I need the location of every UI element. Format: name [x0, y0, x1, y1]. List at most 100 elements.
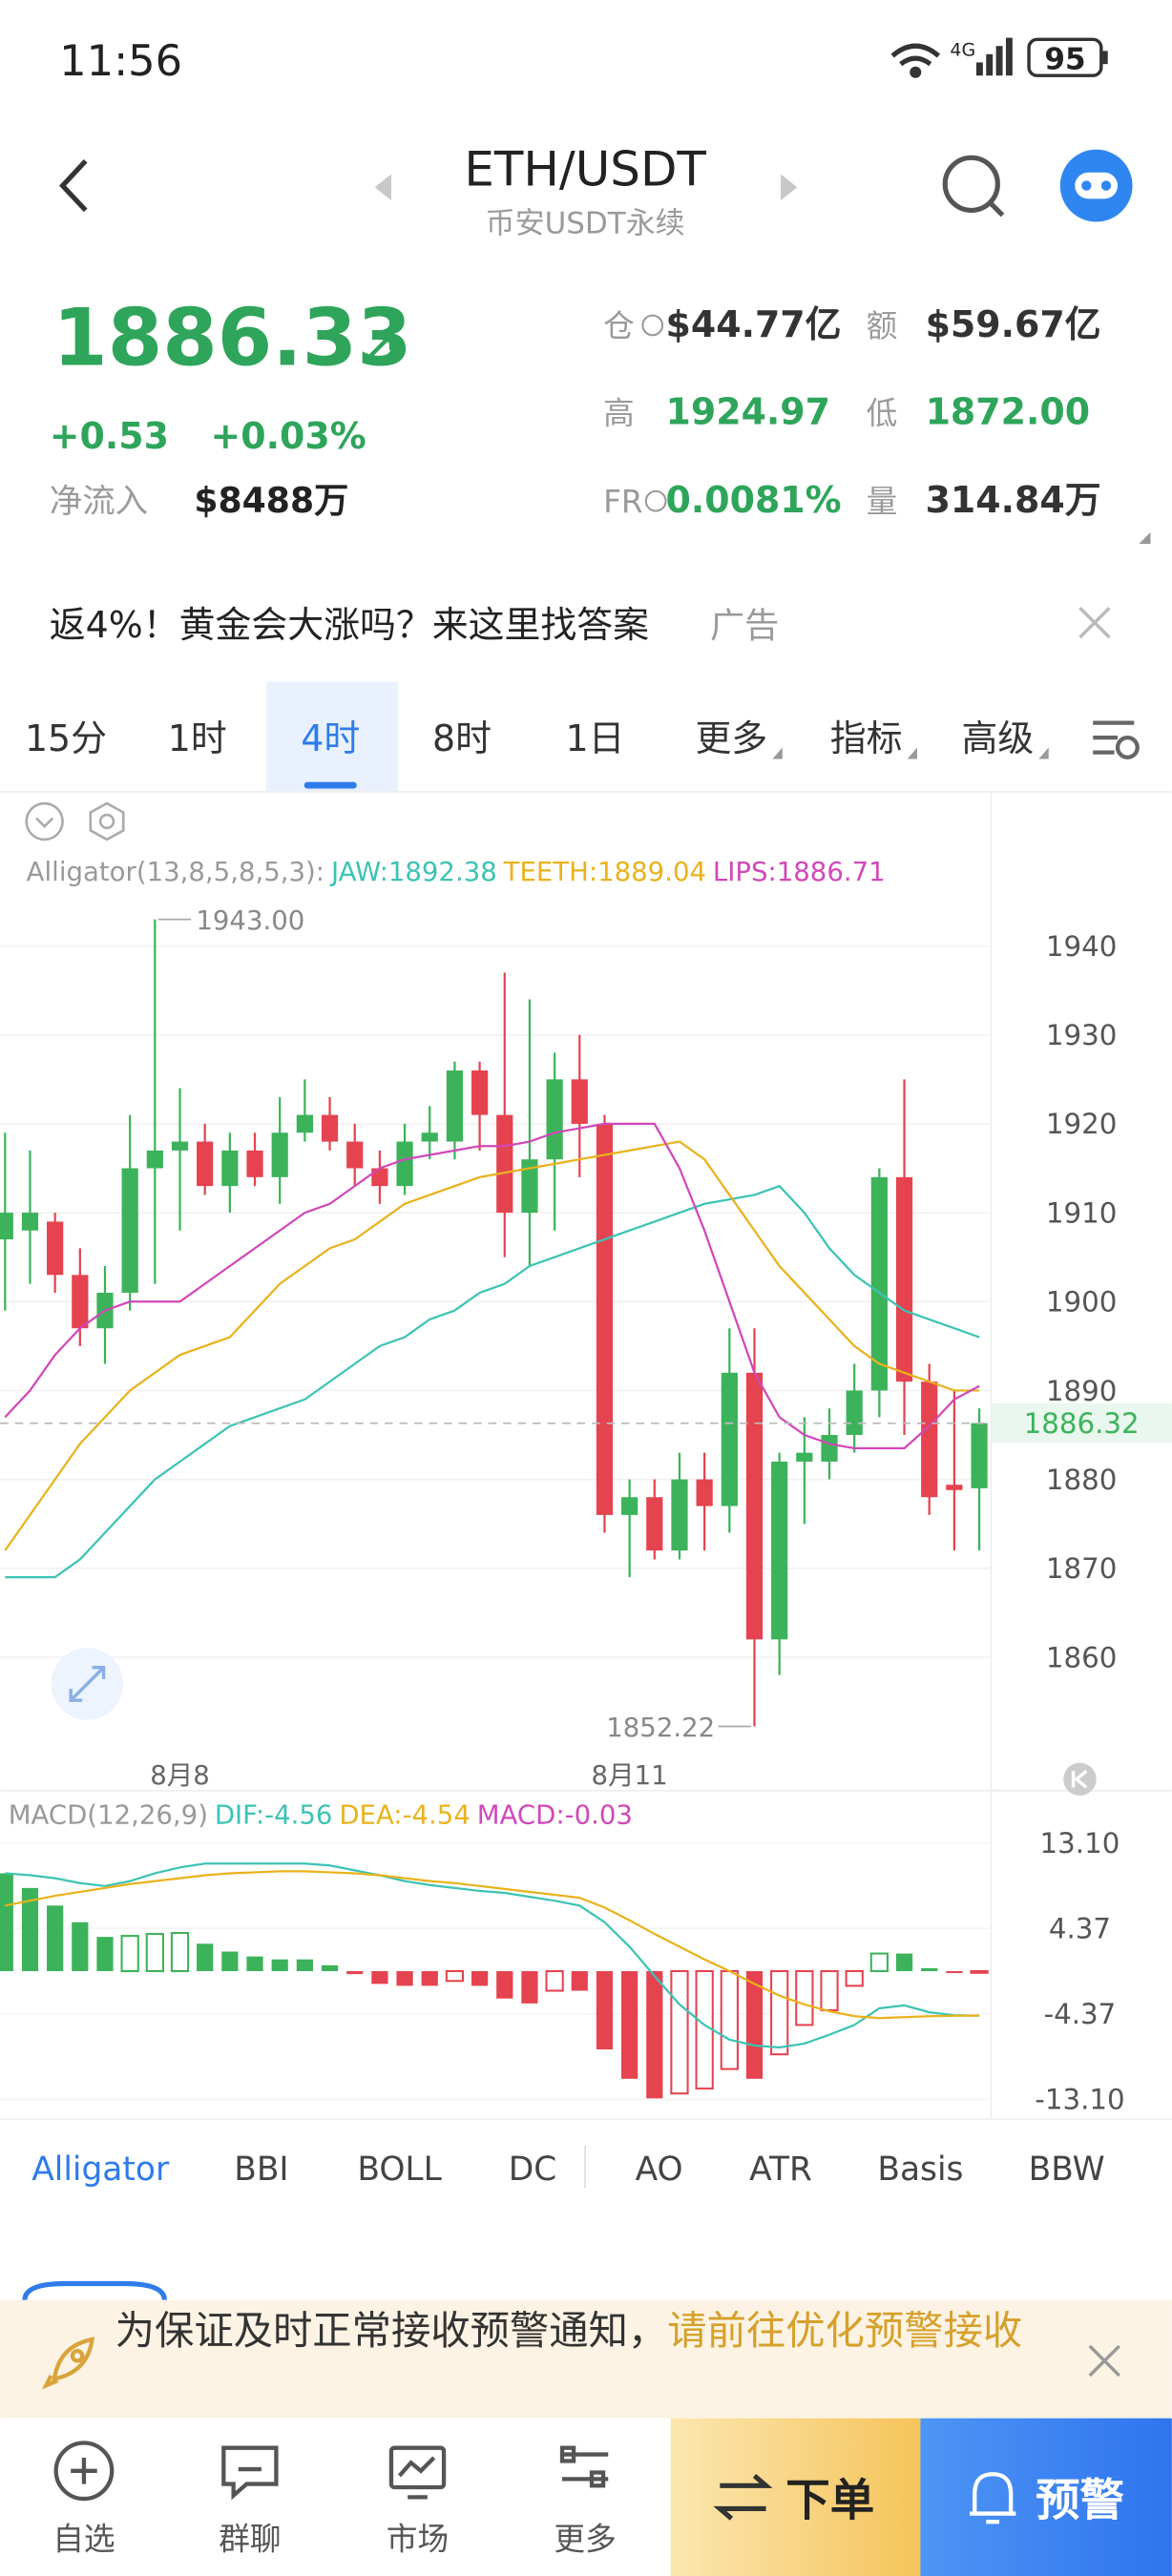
candle-body [421, 1132, 438, 1142]
nav-label[interactable]: 更多 [554, 2521, 616, 2557]
candle-body [0, 1213, 13, 1240]
macd-legend: MACD(12,26,9) DIF:-4.56 DEA:-4.54 MACD:-0.0… [9, 1799, 633, 1830]
y-tick-label: 1930 [1046, 1019, 1117, 1051]
macd-bar [646, 1971, 663, 2099]
macd-bar [21, 1887, 39, 1972]
candle-body [296, 1114, 313, 1133]
stat-label: 高 [603, 395, 635, 431]
y-tick-label: 1900 [1046, 1286, 1117, 1319]
next-symbol[interactable] [781, 174, 798, 201]
search-button[interactable] [942, 155, 1005, 218]
candle-body [745, 1372, 764, 1640]
indicator-tab[interactable]: BBI [234, 2150, 288, 2189]
macd-bar [346, 1971, 364, 1975]
macd-bar [845, 1969, 864, 1987]
timeframe-tab[interactable]: 8时 [432, 717, 492, 759]
ad-close[interactable] [1078, 606, 1111, 639]
x-tick-label: 8月11 [592, 1760, 668, 1791]
candle-body [671, 1479, 688, 1551]
avatar-button[interactable] [1059, 149, 1133, 222]
macd-bar [197, 1943, 214, 1972]
nav-icons [53, 2441, 609, 2502]
bottom-nav [0, 2418, 671, 2576]
alert-label[interactable]: 预警 [1036, 2474, 1124, 2525]
candle-body [696, 1479, 713, 1506]
floating-button-edge[interactable] [22, 2280, 167, 2301]
timeframe-tab[interactable]: 更多 [696, 717, 768, 759]
macd-bar [296, 1959, 313, 1972]
candle-body [971, 1423, 988, 1488]
fullscreen-button[interactable] [51, 1648, 124, 1720]
price-change: +0.53 [50, 415, 169, 457]
candle-body [446, 1070, 464, 1142]
price-change-pct: +0.03% [211, 415, 366, 457]
timeframe-tab[interactable]: 1时 [168, 717, 227, 759]
indicator-line [4, 1140, 980, 1551]
chart-tool-icons[interactable] [25, 801, 125, 841]
stat-label: 低 [867, 395, 898, 431]
notice-link[interactable]: 请前往优化预警接收 [667, 2308, 1023, 2355]
prev-symbol[interactable] [374, 174, 391, 201]
timeframe-tab[interactable]: 高级 [961, 717, 1034, 759]
signal-icon [975, 37, 1013, 76]
stat-value: 314.84万 [926, 479, 1101, 521]
legend-title: Alligator(13,8,5,8,5,3): [27, 857, 324, 887]
order-button[interactable] [670, 2418, 921, 2576]
chart-settings-icon[interactable] [1093, 720, 1140, 759]
indicator-tab[interactable]: DC [509, 2150, 557, 2189]
y-tick-label: 1920 [1046, 1108, 1117, 1140]
candle-body [171, 1141, 189, 1151]
indicator-tab[interactable]: BOLL [357, 2150, 441, 2189]
macd-bar [396, 1971, 413, 1986]
help-icon[interactable] [641, 314, 664, 337]
ad-text[interactable]: 返4%！黄金会大涨吗？来这里找答案 [50, 604, 649, 646]
macd-bar [120, 1935, 139, 1973]
indicator-line [5, 1184, 980, 1579]
order-label[interactable]: 下单 [785, 2474, 874, 2525]
macd-bar [0, 1873, 13, 1972]
timeframe-tab[interactable]: 4时 [301, 717, 360, 759]
timeframe-tab[interactable]: 指标 [830, 717, 903, 759]
indicator-tab[interactable]: Alligator [31, 2150, 170, 2189]
candle-body [796, 1452, 813, 1462]
high-label: 1943.00 [196, 905, 304, 936]
macd-bar [96, 1937, 114, 1972]
macd-bar [970, 1969, 989, 1974]
macd-bar [271, 1959, 288, 1972]
nav-label[interactable]: 群聊 [219, 2521, 281, 2557]
y-tick-label: 1910 [1046, 1196, 1117, 1229]
indicator-tab[interactable]: ATR [749, 2150, 812, 2189]
back-button[interactable] [59, 158, 88, 213]
stat-label: 仓 [603, 308, 635, 344]
macd-bar [670, 1969, 689, 2095]
nav-label[interactable]: 市场 [387, 2521, 449, 2557]
candle-body [946, 1485, 963, 1490]
indicator-tab[interactable]: AO [636, 2150, 683, 2189]
scroll-end-button[interactable] [1063, 1762, 1097, 1797]
indicator-tab[interactable]: Basis [877, 2150, 963, 2189]
notice-text-box: 为保证及时正常接收预警通知，请前往优化预警接收 [115, 2308, 1023, 2355]
help-icon[interactable] [644, 489, 667, 512]
active-tab-bg [266, 681, 398, 792]
candle-body [21, 1213, 39, 1231]
nav-label[interactable]: 自选 [52, 2521, 115, 2557]
macd-bar [869, 1952, 889, 1973]
battery-level: 95 [1044, 42, 1085, 76]
macd-bar [471, 1971, 489, 1986]
candle-body [221, 1150, 239, 1187]
legend-item: MACD:-0.03 [477, 1799, 633, 1830]
timeframe-tab[interactable]: 15分 [25, 717, 107, 759]
legend-item: LIPS:1886.71 [713, 857, 886, 887]
indicator-tab[interactable]: BBW [1029, 2150, 1105, 2189]
macd-bar [47, 1905, 64, 1972]
alert-button[interactable] [920, 2418, 1172, 2576]
candle-body [921, 1381, 938, 1498]
order-icon [713, 2474, 773, 2521]
timeframe-tab[interactable]: 1日 [565, 717, 624, 759]
candle-body [721, 1372, 738, 1506]
notice-close[interactable] [1088, 2344, 1120, 2378]
notice-bar [0, 2299, 1172, 2419]
macd-bar [745, 1971, 764, 2079]
ad-bar [0, 567, 1172, 682]
